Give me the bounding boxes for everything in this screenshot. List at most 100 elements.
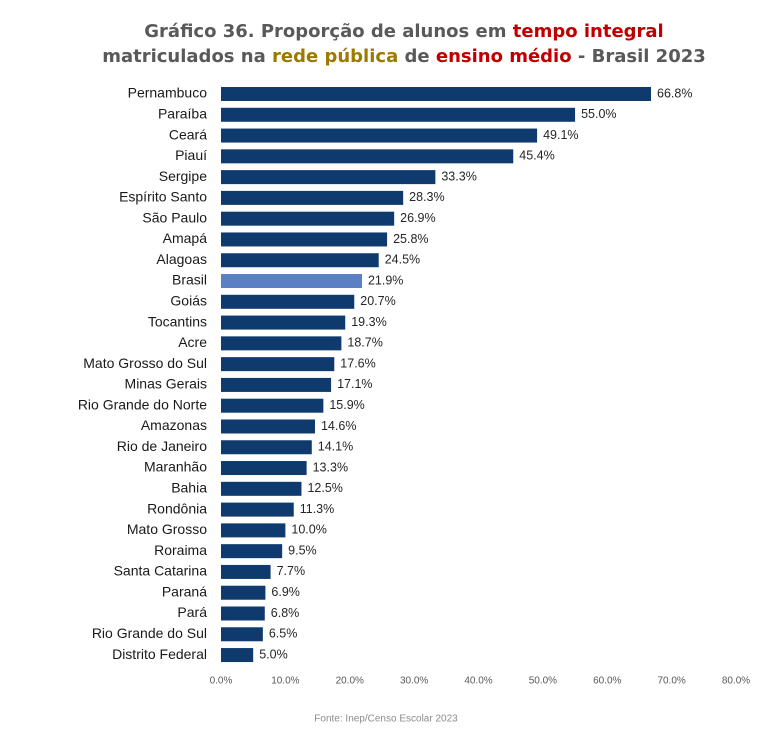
value-label: 20.7%: [360, 294, 395, 308]
x-tick-label: 0.0%: [210, 676, 233, 687]
bar: [221, 232, 388, 247]
y-tick-label: Tocantins: [148, 313, 207, 329]
value-label: 14.1%: [318, 440, 353, 454]
y-tick-label: Mato Grosso do Sul: [83, 355, 207, 371]
chart-title: matriculados na rede pública de ensino m…: [102, 46, 706, 67]
value-label: 13.3%: [313, 460, 348, 474]
value-label: 6.5%: [269, 627, 298, 641]
bar: [221, 253, 379, 268]
y-tick-label: Maranhão: [144, 459, 207, 475]
y-tick-label: Ceará: [169, 126, 207, 142]
bar: [221, 336, 342, 351]
title-part: rede pública: [272, 46, 398, 67]
y-tick-label: Pernambuco: [128, 85, 208, 101]
value-label: 17.6%: [340, 356, 375, 370]
bar: [221, 502, 294, 517]
value-label: 15.9%: [329, 398, 364, 412]
bar: [221, 294, 355, 309]
y-tick-label: Roraima: [154, 542, 207, 558]
value-label: 6.9%: [271, 585, 300, 599]
title-part: Gráfico 36. Proporção de alunos em: [144, 21, 513, 42]
y-tick-label: Rondônia: [147, 500, 207, 516]
x-tick-label: 60.0%: [593, 676, 621, 687]
x-tick-label: 30.0%: [400, 676, 428, 687]
bar: [221, 564, 271, 579]
bar: [221, 419, 315, 434]
bar: [221, 315, 346, 330]
bar: [221, 107, 576, 122]
bar: [221, 523, 286, 538]
chart-title: Gráfico 36. Proporção de alunos em tempo…: [144, 21, 663, 42]
value-label: 7.7%: [277, 564, 306, 578]
x-tick-label: 70.0%: [657, 676, 685, 687]
bar: [221, 440, 312, 455]
y-tick-label: Brasil: [172, 272, 207, 288]
bar: [221, 585, 266, 600]
value-label: 14.6%: [321, 419, 356, 433]
bar: [221, 274, 362, 289]
value-label: 49.1%: [543, 128, 578, 142]
bar: [221, 544, 283, 559]
title-part: matriculados na: [102, 46, 272, 67]
bar: [221, 190, 404, 205]
value-label: 55.0%: [581, 107, 616, 121]
bar: [221, 606, 265, 621]
y-tick-label: Santa Catarina: [114, 563, 208, 579]
title-part: tempo integral: [513, 21, 664, 42]
value-label: 28.3%: [409, 190, 444, 204]
y-tick-label: Espírito Santo: [119, 189, 207, 205]
y-tick-label: Paraná: [162, 583, 207, 599]
value-label: 10.0%: [291, 523, 326, 537]
bar: [221, 170, 436, 185]
x-tick-label: 10.0%: [271, 676, 299, 687]
y-tick-label: Amapá: [163, 230, 208, 246]
bar: [221, 627, 263, 642]
value-label: 17.1%: [337, 377, 372, 391]
y-tick-label: Acre: [178, 334, 207, 350]
title-part: - Brasil 2023: [572, 46, 706, 67]
y-tick-label: Minas Gerais: [125, 376, 207, 392]
value-label: 45.4%: [519, 149, 554, 163]
value-label: 9.5%: [288, 543, 317, 557]
y-tick-label: Goiás: [170, 293, 207, 309]
value-label: 66.8%: [657, 86, 692, 100]
y-tick-label: Rio Grande do Sul: [92, 625, 207, 641]
y-tick-label: Rio Grande do Norte: [78, 396, 207, 412]
y-tick-label: São Paulo: [142, 209, 207, 225]
y-tick-label: Alagoas: [156, 251, 207, 267]
bar: [221, 398, 324, 413]
bar: [221, 211, 395, 226]
value-label: 11.3%: [300, 502, 335, 516]
value-label: 5.0%: [259, 647, 288, 661]
value-label: 33.3%: [441, 169, 476, 183]
title-part: de: [398, 46, 436, 67]
bar: [221, 461, 307, 476]
bar: [221, 377, 332, 392]
value-label: 24.5%: [385, 253, 420, 267]
bar: [221, 87, 652, 101]
source-note: Fonte: Inep/Censo Escolar 2023: [314, 714, 458, 725]
y-tick-label: Bahia: [171, 480, 207, 496]
title-part: ensino médio: [436, 46, 572, 67]
bar: [221, 357, 335, 372]
y-tick-label: Rio de Janeiro: [117, 438, 207, 454]
value-label: 12.5%: [307, 481, 342, 495]
y-tick-label: Distrito Federal: [112, 646, 207, 662]
y-tick-label: Amazonas: [141, 417, 207, 433]
y-tick-label: Sergipe: [159, 168, 207, 184]
x-tick-label: 50.0%: [529, 676, 557, 687]
value-label: 25.8%: [393, 232, 428, 246]
y-tick-label: Paraíba: [158, 105, 207, 121]
x-tick-label: 80.0%: [722, 676, 750, 687]
x-tick-label: 40.0%: [464, 676, 492, 687]
value-label: 26.9%: [400, 211, 435, 225]
value-label: 21.9%: [368, 273, 403, 287]
x-tick-label: 20.0%: [336, 676, 364, 687]
value-label: 6.8%: [271, 606, 300, 620]
y-tick-label: Mato Grosso: [127, 521, 207, 537]
bar: [221, 648, 254, 663]
value-label: 18.7%: [347, 336, 382, 350]
bar: [221, 128, 538, 143]
bar: [221, 149, 514, 164]
